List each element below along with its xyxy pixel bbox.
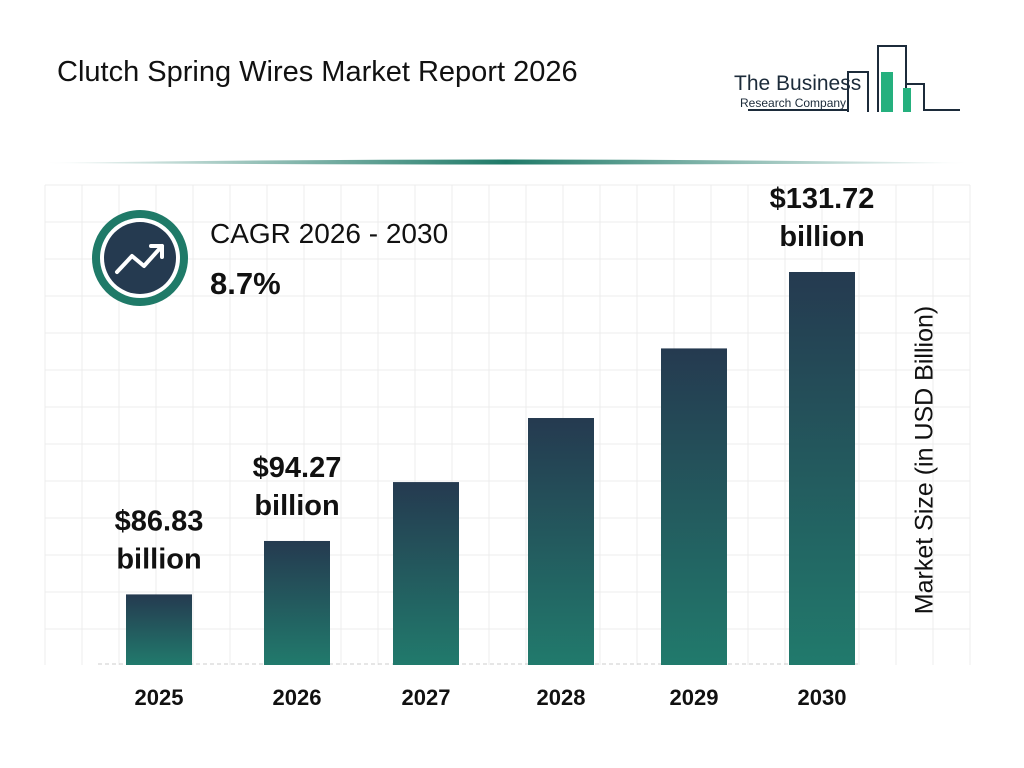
bar-2027 xyxy=(393,482,459,665)
cagr-circle xyxy=(104,222,176,294)
bar-2025 xyxy=(126,594,192,665)
x-tick-label: 2030 xyxy=(798,685,847,710)
data-label-unit: billion xyxy=(779,221,864,253)
logo-line2: Research Company xyxy=(740,96,847,110)
logo-buildings-icon xyxy=(748,45,960,112)
x-tick-label: 2027 xyxy=(402,685,451,710)
data-label-unit: billion xyxy=(116,543,201,575)
header-divider xyxy=(42,159,970,165)
data-label-unit: billion xyxy=(254,490,339,522)
data-label-value: $131.72 xyxy=(770,183,875,215)
company-logo: The Business Research Company xyxy=(728,44,964,116)
bar-2030 xyxy=(789,272,855,665)
logo-line1: The Business xyxy=(734,72,862,95)
cagr-label: CAGR 2026 - 2030 xyxy=(210,218,449,249)
y-axis-label: Market Size (in USD Billion) xyxy=(910,305,939,615)
x-tick-label: 2025 xyxy=(135,685,184,710)
x-tick-label: 2026 xyxy=(273,685,322,710)
data-label-value: $86.83 xyxy=(115,505,204,537)
bar-2029 xyxy=(661,348,727,665)
bar-2026 xyxy=(264,540,330,665)
trending-up-icon xyxy=(115,244,164,274)
bar-2028 xyxy=(528,418,594,665)
page-title: Clutch Spring Wires Market Report 2026 xyxy=(57,56,578,88)
x-tick-label: 2028 xyxy=(537,685,586,710)
data-label-value: $94.27 xyxy=(253,452,342,484)
cagr-value: 8.7% xyxy=(210,266,281,301)
x-tick-label: 2029 xyxy=(670,685,719,710)
